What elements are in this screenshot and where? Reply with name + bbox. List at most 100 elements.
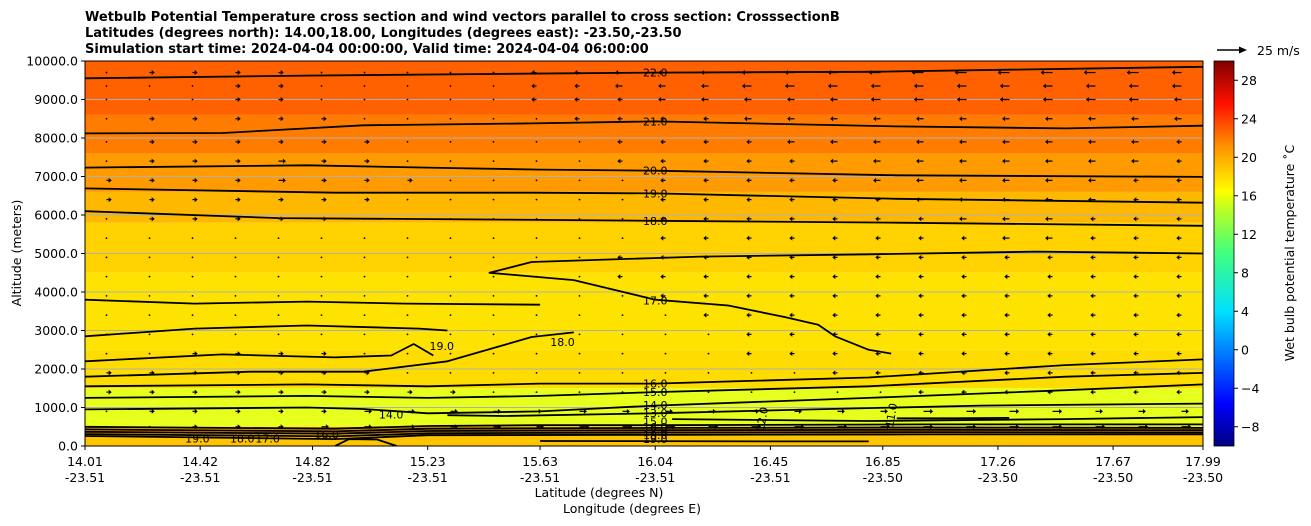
contour-label: 20.0	[643, 165, 668, 178]
contour-label-text: 19.0	[643, 433, 668, 446]
x-tick-label-lon: -23.50	[863, 470, 903, 485]
contour-label: 12.0	[754, 406, 771, 432]
wind-vector	[320, 85, 323, 87]
wind-vector	[1176, 389, 1182, 395]
wind-vector	[535, 314, 538, 316]
wind-vector	[875, 235, 881, 241]
wind-vector	[1040, 70, 1053, 76]
wind-vector	[106, 177, 112, 183]
wind-vector	[320, 71, 323, 74]
y-tick-label: 10000.0	[26, 54, 78, 69]
wind-vector	[916, 116, 924, 122]
wind-vector	[191, 85, 194, 87]
colorbar: −8 −4 0 4 8 12 16 20 24 28 Wet bulb potential tem…	[1213, 60, 1297, 447]
wind-vector	[148, 237, 151, 240]
wind-vector	[277, 314, 280, 316]
wind-vector	[621, 333, 624, 336]
wind-vector	[703, 312, 709, 318]
wind-vector	[105, 160, 108, 163]
wind-vector	[535, 237, 538, 240]
wind-vector	[148, 275, 151, 278]
colorbar-tick-label: −4	[1241, 381, 1259, 396]
y-tick-label: 2000.0	[34, 362, 78, 377]
contour-label-text: 21.0	[643, 115, 668, 128]
wind-vector	[278, 197, 284, 203]
colorbar-gradient-bar	[1213, 60, 1235, 447]
wind-vector	[449, 198, 452, 201]
y-tick-label: 3000.0	[34, 323, 78, 338]
wind-vector	[492, 198, 495, 201]
wind-vector	[1088, 116, 1096, 122]
wind-vector	[913, 83, 924, 89]
wind-vector	[450, 389, 456, 395]
wind-vector	[321, 197, 327, 203]
wind-vector	[364, 139, 370, 145]
wind-vector	[149, 70, 155, 76]
wind-vector	[1088, 158, 1096, 164]
wind-vector	[406, 333, 409, 336]
wind-vector	[406, 85, 409, 87]
wind-vector	[664, 371, 667, 374]
contour-label: 18.0	[643, 215, 668, 228]
wind-vector	[1002, 177, 1010, 183]
wind-vector	[406, 237, 409, 240]
wind-vector	[449, 314, 452, 316]
wind-vector	[320, 314, 323, 316]
fill-band-4	[85, 272, 1203, 350]
wind-vector	[363, 333, 366, 336]
contour-line	[85, 298, 541, 306]
wind-vector	[1131, 116, 1139, 122]
wind-vector	[918, 274, 924, 280]
wind-vector	[707, 391, 710, 393]
wind-vector	[660, 177, 666, 183]
wind-vector	[1045, 216, 1053, 222]
fill-band-5	[85, 222, 1203, 273]
wind-vector	[832, 177, 838, 183]
wind-vector	[1174, 97, 1182, 102]
wind-vector	[621, 217, 624, 220]
wind-vector	[449, 352, 452, 355]
wind-vector	[1176, 312, 1182, 318]
wind-vector	[1085, 83, 1096, 89]
contour-label-text: 19.0	[429, 340, 454, 353]
wind-vector	[703, 116, 709, 122]
wind-vector	[830, 139, 838, 145]
wind-vector	[1052, 408, 1063, 414]
contour-line	[334, 438, 398, 446]
contour-line	[447, 402, 1203, 417]
wind-vector	[1047, 274, 1053, 280]
wind-vector	[1128, 83, 1139, 89]
x-tick-label-lat: 15.23	[410, 454, 446, 469]
wind-vector	[1004, 331, 1010, 337]
wind-vector	[449, 85, 452, 87]
contour-label: 19.0	[643, 187, 668, 200]
wind-vector	[832, 312, 838, 318]
colorbar-tick-label: 24	[1241, 111, 1257, 126]
wind-vector	[235, 197, 241, 203]
wind-vector	[621, 352, 624, 355]
wind-vector	[1047, 293, 1053, 299]
wind-vector	[148, 314, 151, 316]
contour-label: 15.0	[643, 416, 668, 429]
wind-vector	[363, 237, 366, 240]
wind-vector	[703, 235, 709, 241]
wind-vector	[660, 235, 666, 241]
wind-vector	[1090, 216, 1096, 222]
wind-vector	[105, 85, 108, 87]
contour-label-text: 22.0	[643, 67, 668, 80]
y-tick-label: 7000.0	[34, 169, 78, 184]
wind-vector	[837, 408, 845, 414]
wind-vector	[830, 116, 838, 122]
wind-vector	[789, 216, 795, 222]
wind-vector	[449, 179, 452, 182]
wind-vector	[793, 371, 796, 374]
contour-line	[488, 250, 1203, 355]
wind-vector	[703, 274, 709, 280]
wind-vector	[235, 139, 241, 145]
contour-line	[85, 343, 434, 363]
y-tick-label: 6000.0	[34, 208, 78, 223]
wind-vector	[703, 197, 709, 203]
wind-vector	[105, 71, 108, 74]
wind-vector	[621, 294, 624, 297]
wind-vector	[961, 274, 967, 280]
